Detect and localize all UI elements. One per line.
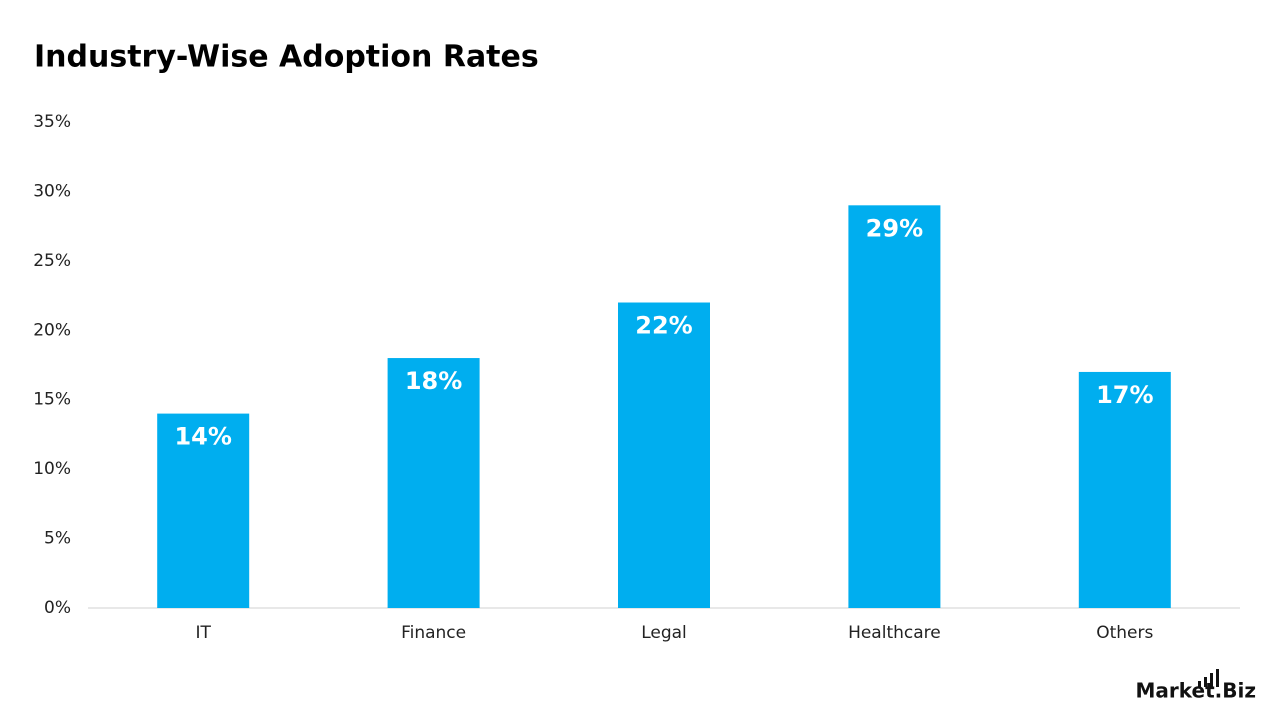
x-tick-label: Others [1096,623,1153,643]
x-tick-label: Healthcare [848,623,941,643]
logo-icon [1198,669,1219,687]
x-tick-label: Finance [401,623,466,643]
y-tick-label: 15% [33,390,71,410]
value-label: 18% [405,367,462,395]
value-label: 22% [635,312,692,340]
x-tick-label: IT [195,623,211,643]
y-tick-label: 25% [33,251,71,271]
bar [618,302,710,608]
value-label: 29% [866,214,923,242]
chart-title: Industry-Wise Adoption Rates [34,40,539,75]
bar [387,358,480,608]
y-tick-label: 10% [33,459,71,479]
value-label: 14% [174,423,231,451]
bar [848,205,941,609]
bar [157,413,250,608]
y-tick-label: 5% [44,529,71,549]
y-tick-label: 35% [33,112,71,132]
bar [1078,371,1171,608]
y-tick-label: 20% [33,320,71,340]
y-tick-label: 30% [33,181,71,201]
logo: Market.Biz [1136,679,1257,703]
x-tick-label: Legal [641,623,687,643]
y-tick-label: 0% [44,598,71,618]
value-label: 17% [1096,381,1153,409]
